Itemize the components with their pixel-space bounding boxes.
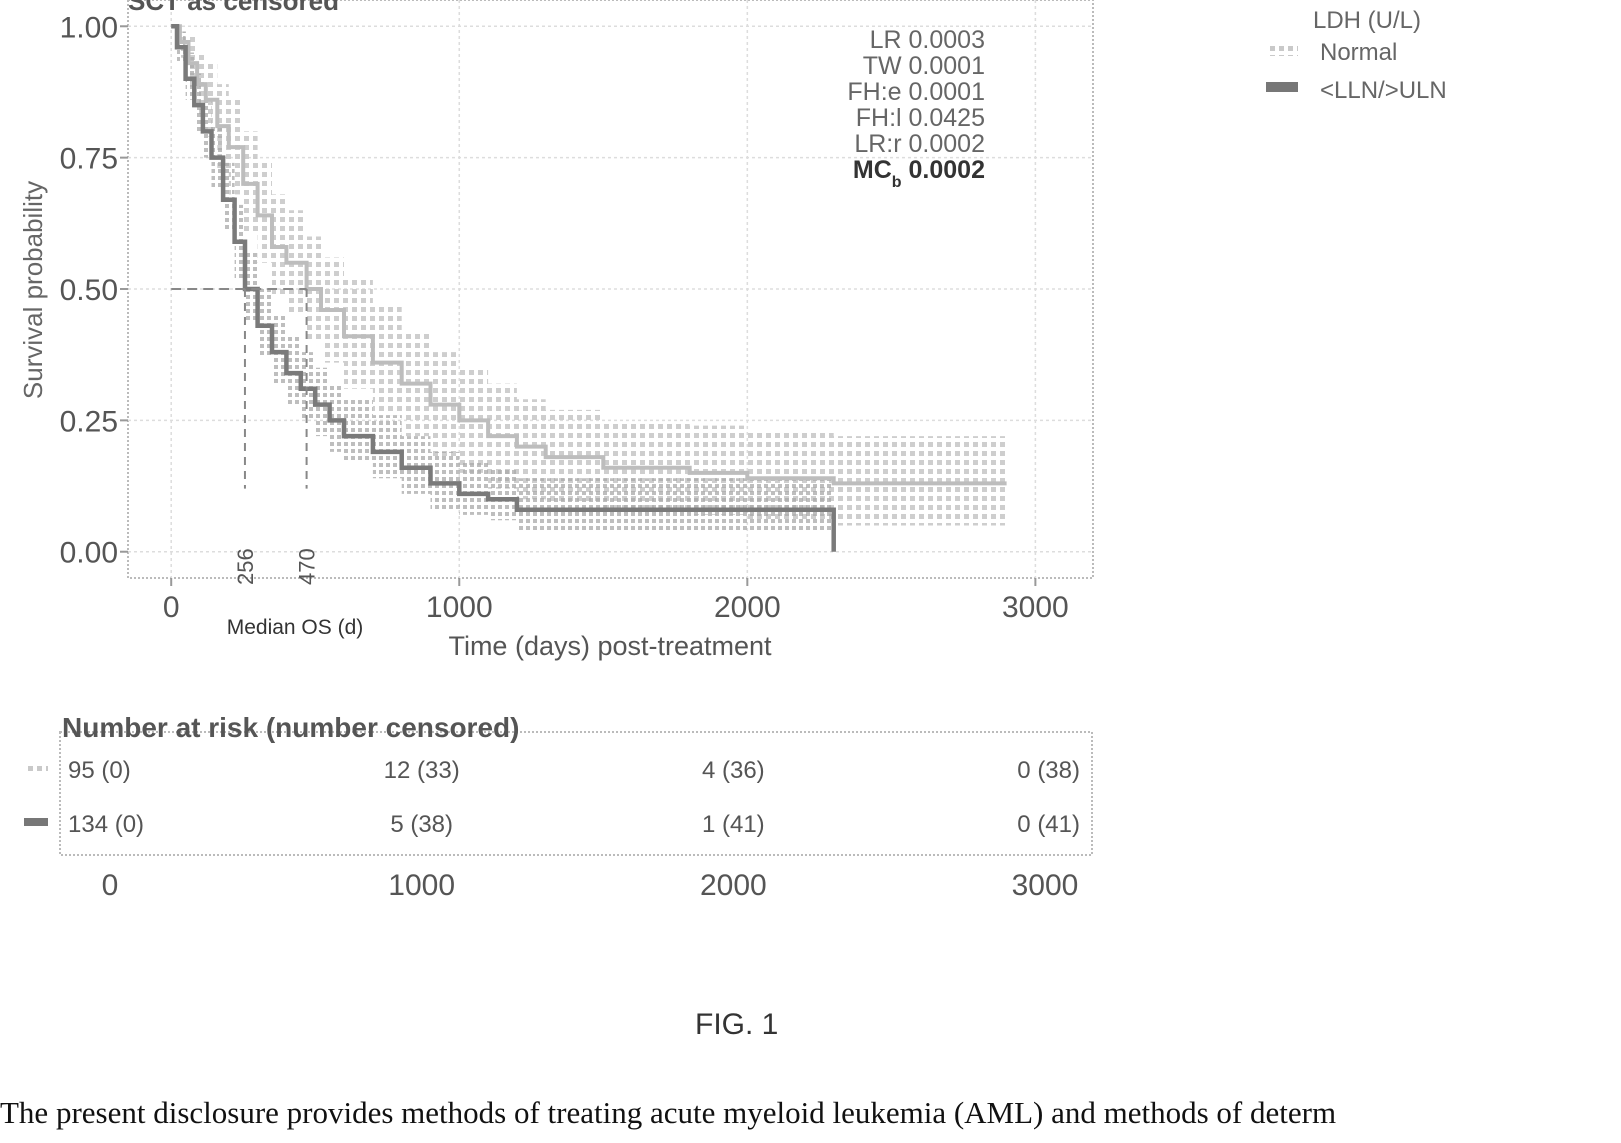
risk-cell-1-1: 5 (38) — [390, 811, 453, 838]
y-tick-label-0: 0.00 — [60, 537, 118, 570]
x-tick-label-2: 2000 — [714, 591, 781, 624]
y-tick-label-2: 0.50 — [60, 274, 118, 307]
risk-cell-0-2: 4 (36) — [702, 757, 765, 784]
median-value-label-1: 470 — [295, 548, 320, 585]
stat-2: FH:e 0.0001 — [847, 78, 985, 106]
risk-cell-1-2: 1 (41) — [702, 811, 765, 838]
risk-x-tick-3: 3000 — [1012, 869, 1079, 902]
body-paragraph: The present disclosure provides methods … — [0, 1095, 1336, 1131]
figure-caption: FIG. 1 — [695, 1008, 778, 1042]
risk-table-frame — [60, 732, 1092, 855]
median-os-label: Median OS (d) — [227, 616, 364, 639]
y-tick-label-3: 0.75 — [60, 143, 118, 176]
stat-3: FH:l 0.0425 — [856, 104, 985, 132]
stat-1: TW 0.0001 — [863, 52, 985, 80]
x-axis-label: Time (days) post-treatment — [448, 631, 772, 661]
y-tick-label-1: 0.25 — [60, 405, 118, 438]
risk-x-tick-1: 1000 — [388, 869, 455, 902]
x-tick-label-0: 0 — [163, 591, 180, 624]
risk-cell-1-3: 0 (41) — [1017, 811, 1080, 838]
stat-4: LR:r 0.0002 — [854, 130, 985, 158]
legend-entry-normal: Normal — [1320, 39, 1397, 66]
risk-cell-0-0: 95 (0) — [68, 757, 131, 784]
stat-5: MCb 0.0002 — [853, 156, 985, 191]
chart-title: SCT as censored — [128, 0, 339, 17]
risk-cell-1-0: 134 (0) — [68, 811, 144, 838]
stats-annotations: LR 0.0003TW 0.0001FH:e 0.0001FH:l 0.0425… — [847, 26, 985, 191]
risk-table-x-ticks: 0 1000 2000 3000 — [102, 869, 1079, 902]
legend-swatch-normal — [1266, 42, 1298, 56]
risk-x-tick-2: 2000 — [700, 869, 767, 902]
legend: LDH (U/L) Normal <LLN/>ULN — [1266, 7, 1447, 104]
median-value-label-0: 256 — [233, 548, 258, 585]
risk-cell-0-1: 12 (33) — [384, 757, 460, 784]
y-axis-label: Survival probability — [18, 181, 48, 399]
legend-swatch-abnormal — [1266, 82, 1298, 92]
risk-table-title: Number at risk (number censored) — [62, 712, 519, 744]
stat-0: LR 0.0003 — [870, 26, 985, 54]
x-tick-label-3: 3000 — [1002, 591, 1069, 624]
x-tick-label-1: 1000 — [426, 591, 493, 624]
y-tick-label-4: 1.00 — [60, 11, 118, 44]
y-axis-ticks: 0.00 0.25 0.50 0.75 1.00 — [60, 11, 128, 569]
risk-cell-0-3: 0 (38) — [1017, 757, 1080, 784]
risk-x-tick-0: 0 — [102, 869, 119, 902]
risk-row-swatch-abnormal — [24, 818, 48, 826]
risk-table-cells: 95 (0) 12 (33) 4 (36) 0 (38) 134 (0) 5 (38) 1 … — [68, 757, 1080, 838]
risk-row-swatch-normal — [26, 764, 48, 772]
legend-entry-abnormal: <LLN/>ULN — [1320, 77, 1447, 104]
median-markers: 256 470 — [171, 289, 319, 585]
legend-title: LDH (U/L) — [1313, 7, 1421, 34]
